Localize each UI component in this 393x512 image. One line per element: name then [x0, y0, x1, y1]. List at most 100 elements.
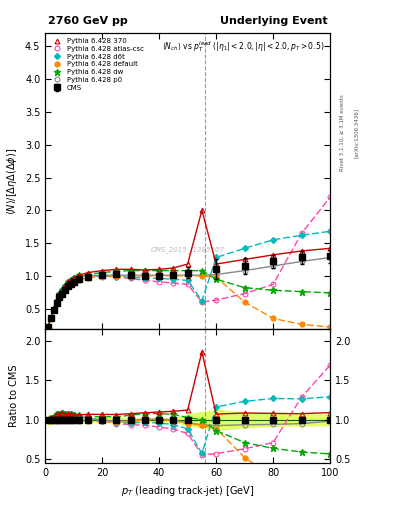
Pythia 6.428 d6t — [143, 275, 147, 281]
Pythia 6.428 dw — [54, 297, 59, 304]
Pythia 6.428 default — [63, 286, 68, 292]
Pythia 6.428 p0 — [114, 272, 119, 279]
Pythia 6.428 atlas-csc — [271, 281, 275, 287]
Line: Pythia 6.428 370: Pythia 6.428 370 — [46, 208, 332, 329]
Pythia 6.428 d6t — [214, 254, 219, 261]
Pythia 6.428 dw — [86, 271, 90, 278]
Pythia 6.428 atlas-csc — [51, 306, 56, 312]
Y-axis label: Ratio to CMS: Ratio to CMS — [9, 365, 19, 428]
Pythia 6.428 default — [299, 322, 304, 328]
Pythia 6.428 default — [328, 324, 332, 330]
Pythia 6.428 dw — [328, 290, 332, 296]
Pythia 6.428 dw — [242, 285, 247, 291]
Pythia 6.428 p0 — [100, 272, 105, 279]
Line: Pythia 6.428 dw: Pythia 6.428 dw — [45, 267, 333, 330]
Pythia 6.428 default — [157, 273, 162, 279]
Pythia 6.428 atlas-csc — [54, 297, 59, 304]
Pythia 6.428 default — [57, 294, 62, 300]
Pythia 6.428 dw — [66, 280, 70, 286]
Pythia 6.428 p0 — [51, 306, 56, 312]
Pythia 6.428 dw — [299, 289, 304, 295]
Pythia 6.428 370 — [86, 269, 90, 275]
Pythia 6.428 default — [46, 324, 50, 330]
Line: Pythia 6.428 p0: Pythia 6.428 p0 — [46, 255, 332, 329]
Legend: Pythia 6.428 370, Pythia 6.428 atlas-csc, Pythia 6.428 d6t, Pythia 6.428 default: Pythia 6.428 370, Pythia 6.428 atlas-csc… — [49, 37, 145, 92]
Pythia 6.428 p0 — [60, 287, 64, 293]
Pythia 6.428 atlas-csc — [77, 273, 82, 280]
Pythia 6.428 atlas-csc — [214, 297, 219, 303]
Pythia 6.428 atlas-csc — [185, 281, 190, 287]
Pythia 6.428 dw — [60, 287, 64, 293]
Pythia 6.428 p0 — [328, 254, 332, 261]
Pythia 6.428 atlas-csc — [66, 280, 70, 286]
Pythia 6.428 default — [66, 283, 70, 289]
Pythia 6.428 d6t — [328, 228, 332, 234]
Pythia 6.428 370 — [100, 268, 105, 274]
Pythia 6.428 d6t — [86, 273, 90, 279]
Pythia 6.428 370 — [57, 291, 62, 297]
Pythia 6.428 atlas-csc — [60, 287, 64, 293]
Pythia 6.428 dw — [157, 268, 162, 274]
Pythia 6.428 370 — [63, 283, 68, 289]
Pythia 6.428 default — [77, 276, 82, 283]
Pythia 6.428 dw — [68, 276, 73, 283]
Pythia 6.428 default — [100, 273, 105, 280]
Pythia 6.428 d6t — [77, 273, 82, 280]
Pythia 6.428 default — [54, 300, 59, 306]
Pythia 6.428 d6t — [200, 297, 204, 304]
Pythia 6.428 dw — [57, 291, 62, 297]
Text: $\langle N_{ch}\rangle$ vs $p_T^{lead}$ ($|\eta_1|<2.0, |\eta|<2.0, p_T>0.5$): $\langle N_{ch}\rangle$ vs $p_T^{lead}$ … — [162, 39, 325, 54]
Pythia 6.428 370 — [171, 265, 176, 271]
Pythia 6.428 d6t — [60, 287, 64, 293]
Pythia 6.428 p0 — [214, 271, 219, 278]
Pythia 6.428 atlas-csc — [242, 290, 247, 296]
Pythia 6.428 370 — [129, 266, 133, 272]
Pythia 6.428 dw — [171, 268, 176, 274]
Line: Pythia 6.428 default: Pythia 6.428 default — [46, 273, 332, 329]
Pythia 6.428 p0 — [271, 263, 275, 269]
Pythia 6.428 370 — [214, 261, 219, 267]
Pythia 6.428 default — [214, 274, 219, 280]
Pythia 6.428 atlas-csc — [157, 279, 162, 285]
Y-axis label: $\langle N\rangle/[\Delta\eta\Delta(\Delta\phi)]$: $\langle N\rangle/[\Delta\eta\Delta(\Del… — [5, 147, 19, 215]
Pythia 6.428 370 — [200, 207, 204, 214]
Pythia 6.428 dw — [271, 287, 275, 293]
Pythia 6.428 atlas-csc — [49, 315, 53, 321]
Pythia 6.428 dw — [72, 275, 76, 281]
Pythia 6.428 p0 — [299, 259, 304, 265]
Text: 2760 GeV pp: 2760 GeV pp — [48, 16, 128, 26]
Line: Pythia 6.428 d6t: Pythia 6.428 d6t — [46, 229, 332, 329]
Pythia 6.428 p0 — [185, 272, 190, 279]
Text: CMS_2015_I1385107: CMS_2015_I1385107 — [151, 246, 225, 252]
Pythia 6.428 370 — [77, 272, 82, 279]
Pythia 6.428 d6t — [63, 283, 68, 289]
Pythia 6.428 dw — [51, 306, 56, 312]
Pythia 6.428 default — [143, 273, 147, 279]
Pythia 6.428 370 — [271, 252, 275, 258]
Pythia 6.428 atlas-csc — [200, 299, 204, 305]
Pythia 6.428 p0 — [46, 324, 50, 330]
Pythia 6.428 default — [129, 273, 133, 279]
Pythia 6.428 d6t — [299, 232, 304, 238]
Pythia 6.428 d6t — [129, 274, 133, 280]
Pythia 6.428 370 — [72, 275, 76, 281]
Pythia 6.428 default — [200, 273, 204, 279]
Pythia 6.428 p0 — [86, 273, 90, 279]
Pythia 6.428 370 — [114, 266, 119, 272]
Pythia 6.428 atlas-csc — [171, 280, 176, 286]
Pythia 6.428 370 — [66, 280, 70, 286]
Pythia 6.428 d6t — [54, 297, 59, 304]
Pythia 6.428 p0 — [63, 283, 68, 289]
Pythia 6.428 d6t — [68, 276, 73, 283]
Pythia 6.428 370 — [51, 306, 56, 312]
Pythia 6.428 p0 — [72, 275, 76, 281]
Pythia 6.428 default — [51, 307, 56, 313]
Pythia 6.428 default — [185, 273, 190, 279]
Pythia 6.428 d6t — [46, 324, 50, 330]
Pythia 6.428 default — [49, 315, 53, 322]
Pythia 6.428 default — [242, 299, 247, 305]
Pythia 6.428 default — [68, 281, 73, 287]
Pythia 6.428 atlas-csc — [57, 291, 62, 297]
Text: Underlying Event: Underlying Event — [220, 16, 327, 26]
Pythia 6.428 d6t — [185, 278, 190, 284]
